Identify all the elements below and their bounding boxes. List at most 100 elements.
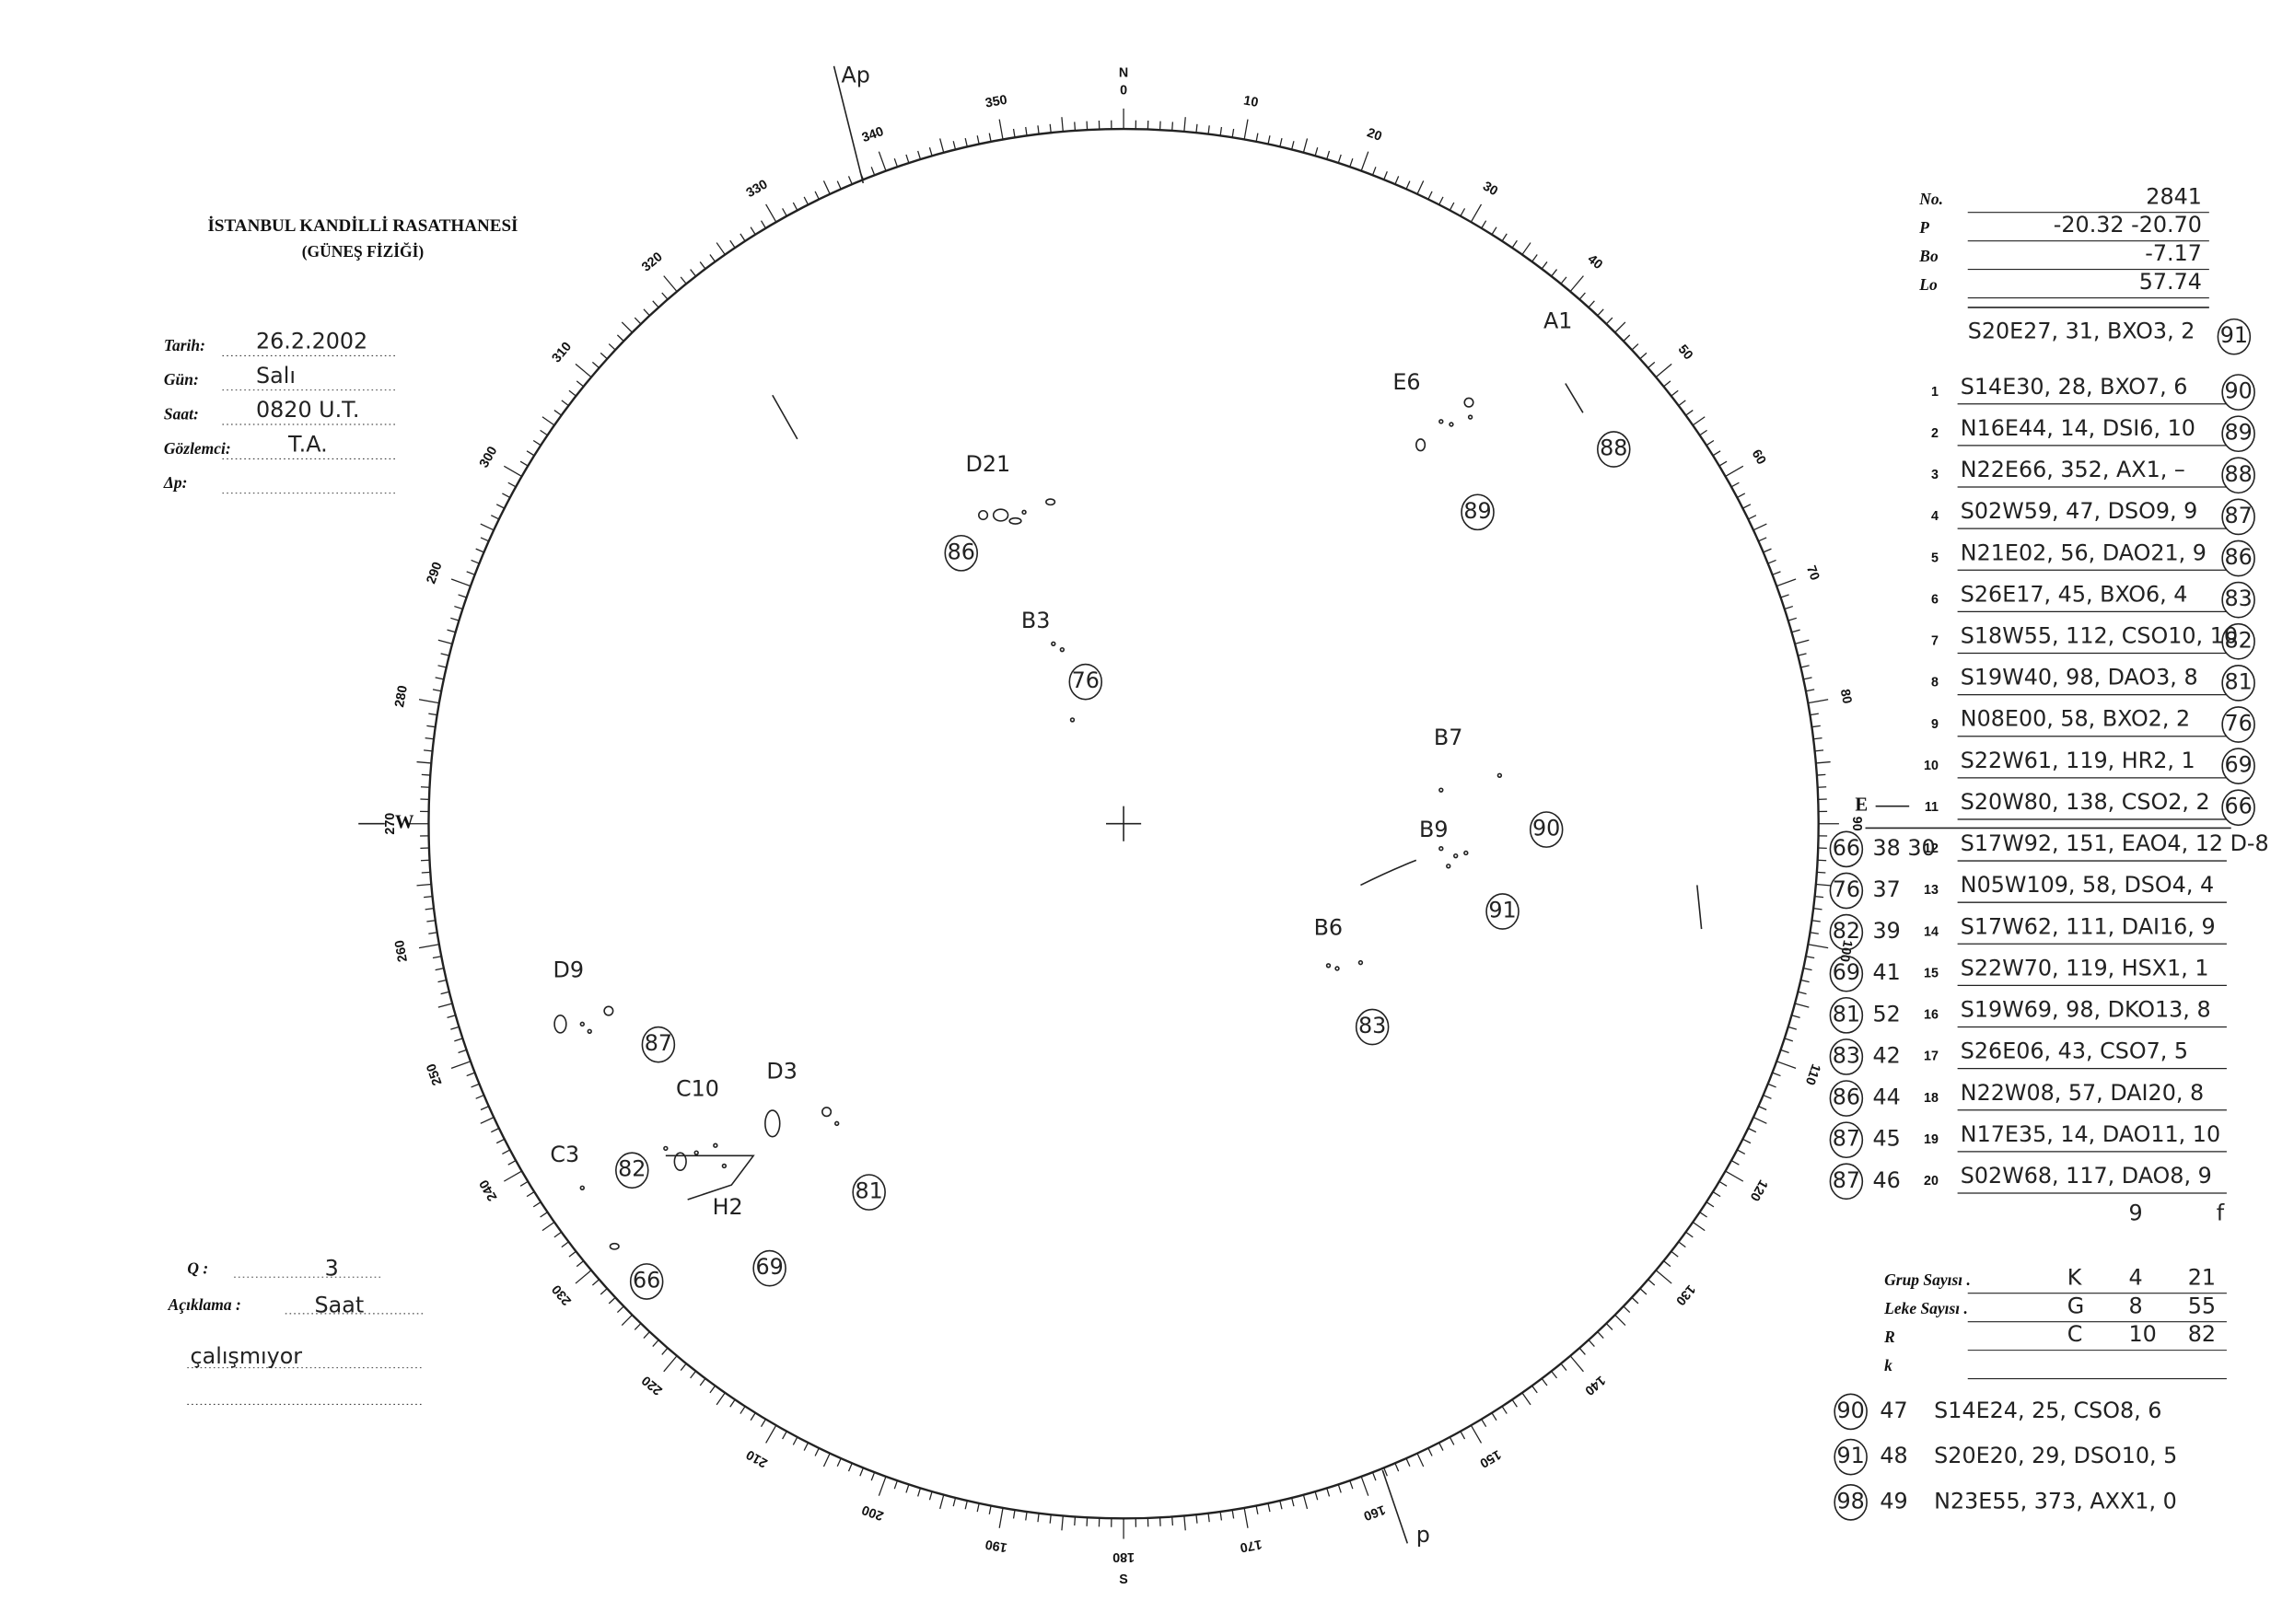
- dial-tick: [1648, 1279, 1656, 1286]
- circle-mark: [2221, 706, 2255, 743]
- dial-tick: [591, 361, 600, 369]
- circle-mark: [2221, 581, 2255, 619]
- group-text: S19W40, 98, DAO3, 8: [1961, 665, 2198, 690]
- dial-tick: [576, 380, 585, 388]
- dial-tick: [716, 242, 726, 255]
- form-value: T.A.: [287, 432, 328, 458]
- dial-tick: [1314, 1491, 1319, 1501]
- disk-label: B7: [1434, 725, 1463, 750]
- dial-tick: [634, 317, 642, 325]
- dial-tick: [1718, 460, 1728, 467]
- disk-label: 69: [755, 1254, 783, 1280]
- disk-label: C3: [550, 1142, 579, 1167]
- dial-tick: [1767, 1083, 1776, 1088]
- circle-mark: [615, 1152, 649, 1189]
- dial-label: 60: [1749, 447, 1769, 468]
- circle-mark: [944, 534, 979, 572]
- dial-tick: [440, 991, 450, 995]
- pore: [721, 1163, 728, 1169]
- dial-tick: [541, 416, 555, 426]
- group-text: S18W55, 112, CSO10, 10: [1961, 622, 2238, 648]
- dial-tick: [1219, 1511, 1223, 1521]
- group-no: 11: [1925, 800, 1939, 815]
- dial-tick: [976, 1502, 980, 1513]
- group-text: S17W92, 151, EAO4, 12 D-8: [1961, 830, 2269, 856]
- dial-tick: [1784, 605, 1794, 610]
- group-prefix: 45: [1872, 1126, 1900, 1152]
- group-prefix: 46: [1872, 1167, 1900, 1193]
- dial-tick: [1267, 1502, 1271, 1513]
- dial-tick: [1597, 1331, 1604, 1339]
- dial-tick: [1725, 465, 1744, 477]
- dial-tick: [1772, 1072, 1781, 1077]
- remark: çalışmıyor: [191, 1343, 303, 1369]
- group-no: 17: [1924, 1050, 1939, 1064]
- dial-tick: [1772, 571, 1781, 575]
- dial-tick: [591, 1279, 600, 1286]
- group-prefix: 37: [1872, 876, 1900, 902]
- dial-tick: [964, 138, 968, 147]
- dial-tick: [1748, 1127, 1757, 1133]
- dial-tick: [1787, 1026, 1798, 1030]
- dial-tick: [437, 665, 447, 668]
- dial-tick: [480, 537, 489, 542]
- dial-tick: [437, 1003, 453, 1008]
- dial-tick: [435, 677, 445, 680]
- extra-circle: 98: [1836, 1488, 1864, 1514]
- dial-tick: [418, 944, 440, 949]
- group-prefix: 44: [1872, 1085, 1900, 1110]
- dial-tick: [466, 1072, 475, 1077]
- dial-tick: [1671, 389, 1679, 397]
- dial-tick: [878, 151, 887, 171]
- dial-tick: [690, 1370, 696, 1379]
- group-text: S14E30, 28, BXO7, 6: [1961, 374, 2188, 400]
- dial-tick: [507, 1159, 517, 1166]
- group-no: 1: [1931, 385, 1939, 400]
- dial-tick: [568, 1250, 576, 1258]
- dial-tick: [608, 1296, 616, 1305]
- dial-tick: [847, 1463, 853, 1472]
- dial-tick: [437, 979, 447, 983]
- extra-circle: 91: [1836, 1443, 1864, 1468]
- remark: 3: [325, 1256, 339, 1282]
- group-text: N21E02, 56, DAO21, 9: [1961, 539, 2207, 565]
- group-text: N16E44, 14, DSI6, 10: [1961, 415, 2195, 441]
- dial-tick: [1061, 117, 1064, 133]
- dial-tick: [782, 208, 787, 217]
- dial-tick: [1427, 191, 1433, 200]
- pore: [1453, 853, 1459, 859]
- dial-tick: [1460, 208, 1466, 217]
- dial-tick: [1383, 1467, 1388, 1477]
- summary-b: 21: [2188, 1264, 2216, 1290]
- group-circle: 87: [1833, 1167, 1860, 1193]
- dial-tick: [1805, 956, 1815, 959]
- dial-tick: [1800, 979, 1810, 983]
- pore: [1496, 772, 1503, 778]
- dial-tick: [1302, 1494, 1309, 1510]
- pore: [1438, 419, 1444, 424]
- dial-label: 160: [1361, 1502, 1387, 1523]
- disk-label: B3: [1021, 608, 1051, 633]
- dial-tick: [561, 400, 569, 407]
- circle-mark: [1829, 872, 1864, 910]
- circle-mark: [2221, 665, 2255, 702]
- group-circle: 88: [2224, 461, 2252, 487]
- group-no: 3: [1931, 468, 1939, 482]
- dial-tick: [480, 523, 495, 531]
- axis-bottom-label: p: [1416, 1522, 1430, 1548]
- dial-tick: [424, 749, 433, 752]
- dial-tick: [1631, 343, 1639, 351]
- dial-tick: [1767, 559, 1776, 564]
- dial-tick: [416, 760, 432, 764]
- summary-b: 82: [2188, 1321, 2216, 1347]
- dial-tick: [1195, 1514, 1198, 1524]
- dial-tick: [729, 239, 736, 249]
- dial-tick: [1291, 141, 1295, 150]
- dial-tick: [621, 1314, 633, 1326]
- group-no: 10: [1924, 759, 1939, 773]
- dial-tick: [1712, 450, 1721, 457]
- dial-tick: [553, 410, 562, 416]
